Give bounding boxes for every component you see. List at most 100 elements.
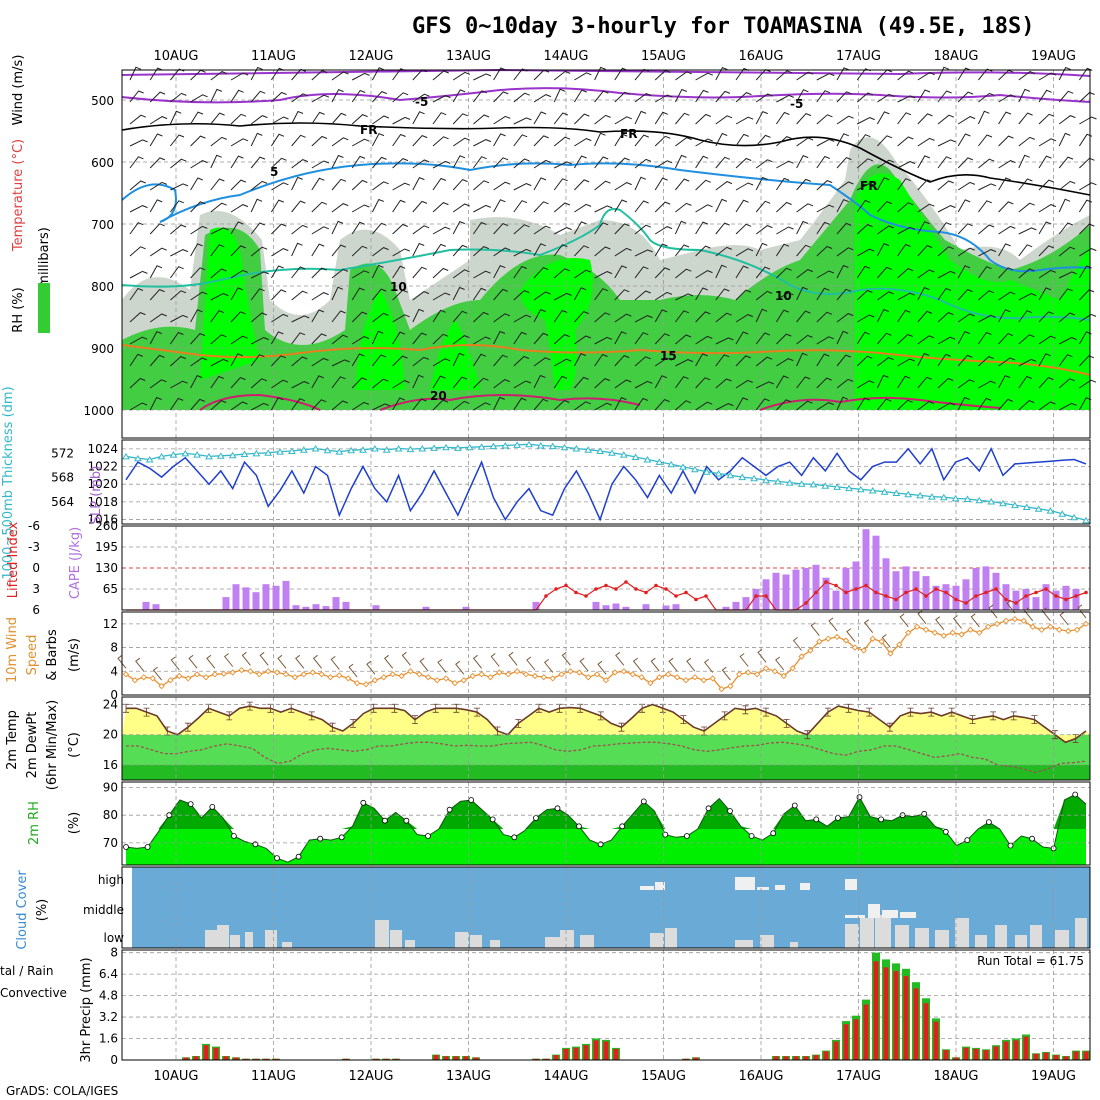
wind-barb [1018,310,1033,323]
wind-barb [970,613,980,628]
wind-barb [513,134,528,147]
wind-barb [291,200,306,213]
wind-speed-point [647,679,654,687]
wind-barb [190,374,203,389]
cape-bar [822,577,830,610]
cape-bar [602,605,610,610]
wind-barb [432,375,446,389]
wind-barb [796,269,813,279]
li-point [574,590,578,595]
wind-barb [917,286,930,301]
wind-barb [170,656,180,671]
rh2m-point [554,805,561,812]
wind-speed-point [362,681,370,688]
li-tick-label: 0 [32,561,40,575]
wind-barb [836,288,852,301]
wind-barb [526,656,536,671]
cape-bar [1012,590,1020,610]
wind-barb [271,91,287,103]
wind-barb [816,180,833,191]
temperature-axis-label: Temperature (°C) [11,139,26,252]
thickness-point [596,447,604,454]
rh2m-point [230,833,237,839]
wind-barb [493,354,508,367]
thickness-point [252,449,261,457]
precip-convective-bar [433,1055,439,1060]
wind-barb [230,89,244,103]
wind-barb [856,182,875,191]
li-point [864,583,868,588]
wind-barb [493,247,511,257]
wind-barb [675,71,692,81]
li-point [1004,597,1008,602]
wind-barb [775,309,789,323]
wind-barb [695,311,711,323]
wind-barb [897,178,911,191]
wind-barb [957,91,974,103]
wind-barb [472,654,482,669]
wind-barb [675,244,690,257]
wind-speed-point [789,665,796,672]
wind-barb [291,68,306,81]
temp2m-tick-label: 16 [103,758,118,772]
wind-barb [392,265,406,279]
wind-barb [372,354,387,367]
wind-barb [977,331,992,345]
wind-barb [1077,604,1087,619]
wind-barb [978,68,993,81]
wind-speed-point [433,677,441,684]
precip-convective-bar [443,1056,449,1060]
wind-barb [695,287,708,301]
wind-barb [988,604,998,619]
wind-barb [533,159,551,169]
thickness-point [584,446,593,453]
wind-barb [735,92,752,103]
wind-barb [937,336,956,345]
cloud-bar-low [650,933,664,948]
wind-barb [432,70,449,81]
wind-barb [776,399,792,411]
wind-barb [634,110,647,125]
wind-barb [978,224,995,235]
wind-barb [129,156,144,169]
precip-convective-bar [1073,1051,1079,1060]
date-tick-label: 13AUG [446,1069,491,1084]
wind-barb [452,310,468,323]
wind-barb [372,312,389,323]
wind-barb [594,378,611,389]
wind-barb [614,91,631,103]
panel-frame [121,696,1091,781]
wind-barb [957,379,975,389]
wind-barb [533,135,549,147]
li-point [904,590,908,595]
wind-barb [250,222,265,235]
panel-frame [121,781,1091,866]
wind-barb [796,71,814,81]
rh2m-tick-label: 70 [103,836,118,850]
wind-speed-point [691,674,699,681]
wind-barb [452,89,466,103]
wind-barb [775,243,790,257]
dewpt-band-low [122,764,1090,780]
temp-errorbar [804,730,811,740]
wind-speed-point [638,674,645,681]
wind-barb [654,201,671,213]
wind-barb [473,139,492,147]
precip-convective-bar [933,1021,939,1060]
date-tick-label: 10AUG [153,1069,198,1084]
wind-barb [721,666,731,681]
cape-bar [1072,589,1080,610]
wind-barb [836,396,849,411]
cloud-bar-low [760,935,774,948]
wind-speed-point [682,677,690,684]
thickness-point [536,442,545,449]
wind-speed-point [798,653,805,660]
thickness-point [939,493,948,501]
wind-barb [432,333,449,345]
wind-speed-point [273,669,281,676]
wind-barb [755,93,773,103]
li-point [644,590,648,595]
wind-barb [654,309,668,323]
cloud-bar-low [265,930,277,948]
